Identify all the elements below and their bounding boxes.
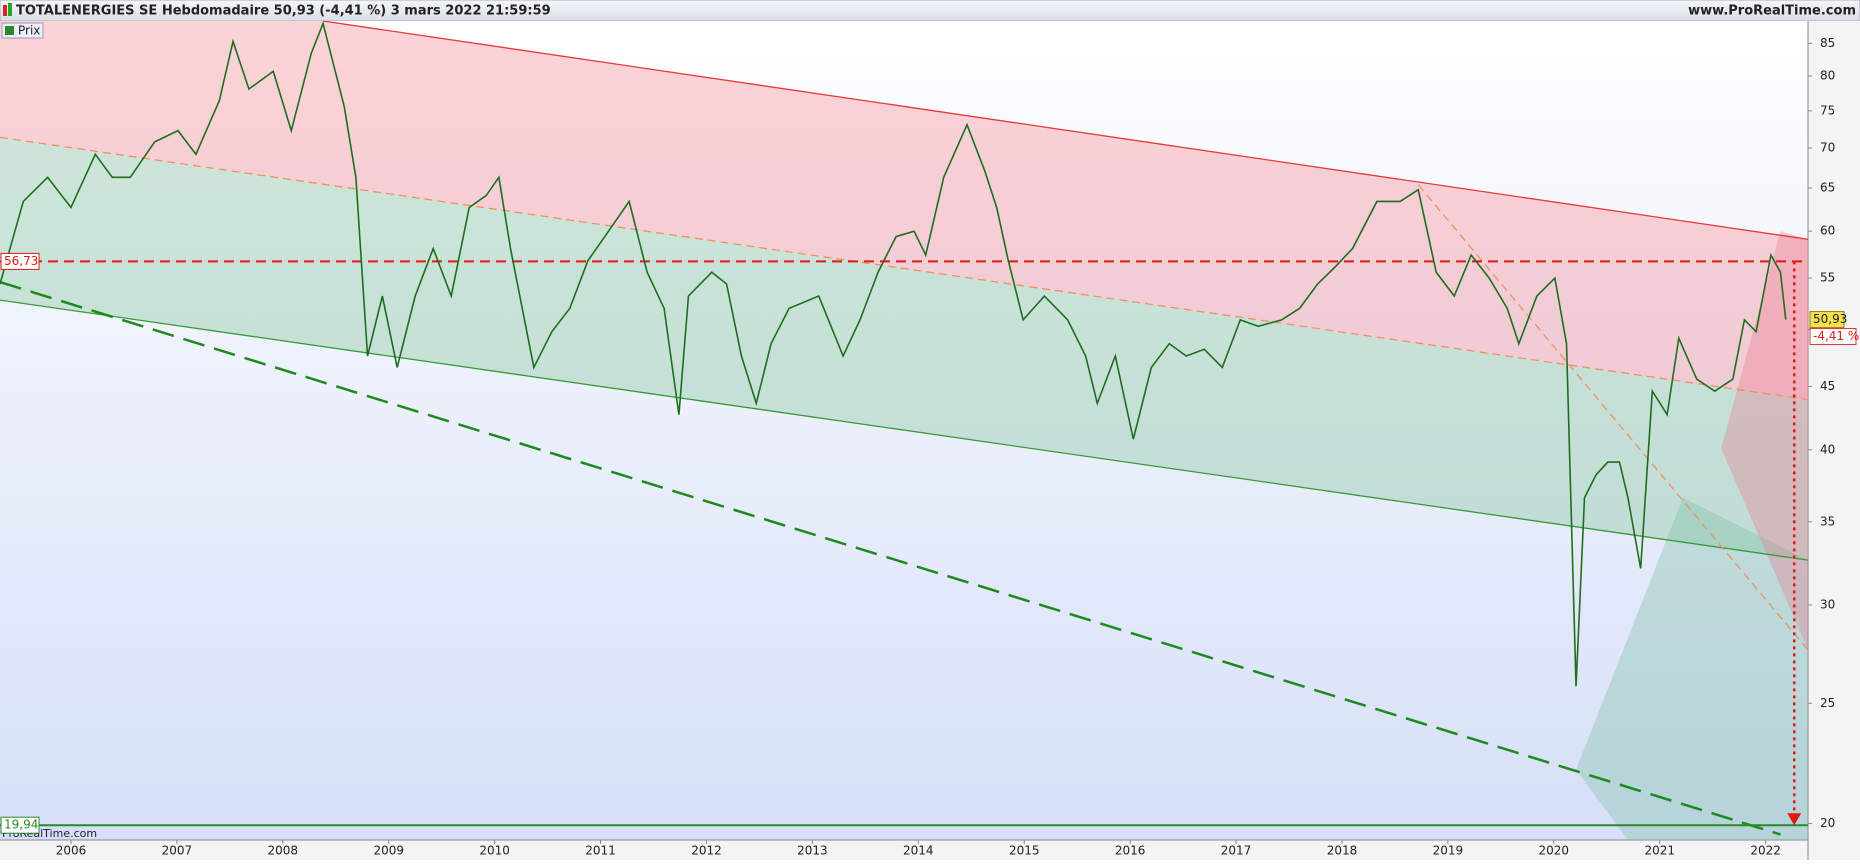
y-tick-label: 25 [1820, 696, 1835, 710]
x-tick-label: 2019 [1433, 844, 1464, 858]
x-tick-label: 2009 [373, 844, 404, 858]
x-tick-label: 2016 [1115, 844, 1146, 858]
x-tick-label: 2020 [1539, 844, 1570, 858]
y-tick-label: 20 [1820, 816, 1835, 830]
trend-line [0, 136, 1808, 401]
change-label: -4,41 % [1813, 329, 1859, 343]
x-tick-label: 2014 [903, 844, 934, 858]
trend-line [322, 21, 1808, 240]
x-tick-label: 2017 [1221, 844, 1252, 858]
trend-line [0, 299, 1808, 561]
channel-band [0, 21, 1808, 400]
header-icon [3, 5, 7, 16]
y-tick-label: 60 [1820, 224, 1835, 238]
x-tick-label: 2008 [268, 844, 299, 858]
fan-shape [1576, 497, 1808, 840]
last-price: 50,93 [1813, 312, 1847, 326]
trend-line [0, 280, 1781, 836]
chart-title: TOTALENERGIES SE Hebdomadaire 50,93 (-4,… [16, 4, 551, 19]
y-tick-label: 45 [1820, 379, 1835, 393]
x-tick-label: 2006 [56, 844, 87, 858]
y-axis-area [1808, 21, 1860, 860]
change-box [1809, 328, 1857, 346]
x-tick-label: 2011 [585, 844, 616, 858]
y-tick-label: 80 [1820, 69, 1835, 83]
x-tick-label: 2015 [1009, 844, 1040, 858]
legend-swatch [5, 26, 14, 35]
last-price-box [1809, 311, 1845, 329]
price-label-box [0, 252, 40, 270]
x-tick-label: 2021 [1644, 844, 1675, 858]
header-icon [8, 3, 12, 16]
y-tick-label: 70 [1820, 141, 1835, 155]
trend-line [1417, 184, 1808, 651]
y-tick-label: 30 [1820, 597, 1835, 611]
x-tick-label: 2010 [479, 844, 510, 858]
x-tick-label: 2013 [797, 844, 828, 858]
plot [0, 21, 1808, 840]
price-label: 19,94 [4, 818, 38, 832]
x-tick-label: 2018 [1327, 844, 1358, 858]
price-label: 56,73 [4, 254, 38, 268]
fan-shape [1721, 231, 1808, 650]
price-line [0, 21, 1787, 687]
x-tick-label: 2022 [1750, 844, 1781, 858]
y-tick-label: 35 [1820, 514, 1835, 528]
y-tick-label: 65 [1820, 181, 1835, 195]
y-tick-label: 40 [1820, 442, 1835, 456]
x-axis-area [0, 840, 1808, 860]
y-tick-label: 55 [1820, 271, 1835, 285]
x-tick-label: 2012 [691, 844, 722, 858]
source: www.ProRealTime.com [1688, 4, 1856, 19]
x-tick-label: 2007 [162, 844, 193, 858]
legend-label: Prix [18, 24, 40, 38]
y-tick-label: 75 [1820, 103, 1835, 117]
channel-band [0, 137, 1808, 561]
price-label-box [0, 816, 40, 834]
y-tick-label: 85 [1820, 36, 1835, 50]
arrow-head [1787, 813, 1802, 826]
